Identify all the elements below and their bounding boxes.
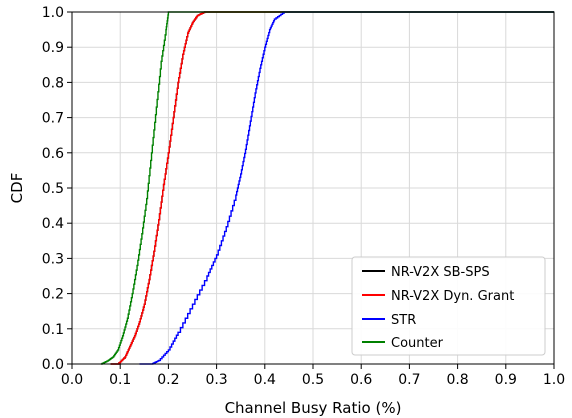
x-tick-label: 0.6	[350, 372, 372, 388]
axis-ticks: 0.0 0.1 0.2 0.3 0.4 0.5 0.6 0.7 0.8 0.9 1.0 0.0 0.1 0…	[42, 5, 565, 388]
x-tick-label: 0.5	[302, 372, 324, 388]
series-line-nr-v2x-dyn-grant	[110, 11, 554, 365]
y-tick-label: 0.3	[42, 251, 64, 267]
y-tick-label: 0.7	[42, 111, 64, 127]
x-tick-label: 0.2	[157, 372, 179, 388]
y-tick-label: 0.9	[42, 40, 64, 56]
legend: NR-V2X SB-SPS NR-V2X Dyn. Grant STR Coun…	[351, 256, 546, 356]
y-tick-label: 0.5	[42, 181, 64, 197]
x-tick-label: 0.4	[254, 372, 276, 388]
series-line-str	[139, 11, 554, 365]
x-tick-label: 1.0	[543, 372, 565, 388]
y-axis-label: CDF	[8, 173, 26, 204]
y-tick-label: 0.2	[42, 287, 64, 303]
legend-label-sb-sps: NR-V2X SB-SPS	[391, 265, 490, 280]
y-tick-label: 0.6	[42, 146, 64, 162]
x-axis-label: Channel Busy Ratio (%)	[225, 399, 402, 417]
x-tick-label: 0.7	[398, 372, 420, 388]
x-tick-label: 0.1	[109, 372, 131, 388]
y-tick-label: 1.0	[42, 5, 64, 21]
legend-label-dyn-grant: NR-V2X Dyn. Grant	[391, 289, 514, 304]
x-tick-label: 0.8	[446, 372, 468, 388]
legend-label-str: STR	[391, 313, 416, 328]
x-tick-label: 0.3	[205, 372, 227, 388]
series-line-counter	[100, 11, 554, 365]
y-tick-label: 0.1	[42, 322, 64, 338]
x-tick-label: 0.9	[495, 372, 517, 388]
x-tick-label: 0.0	[61, 372, 83, 388]
y-tick-label: 0.0	[42, 357, 64, 373]
legend-box	[351, 256, 546, 356]
y-tick-label: 0.8	[42, 75, 64, 91]
legend-label-counter: Counter	[391, 336, 444, 351]
series-layer	[100, 11, 554, 365]
y-tick-label: 0.4	[42, 216, 64, 232]
